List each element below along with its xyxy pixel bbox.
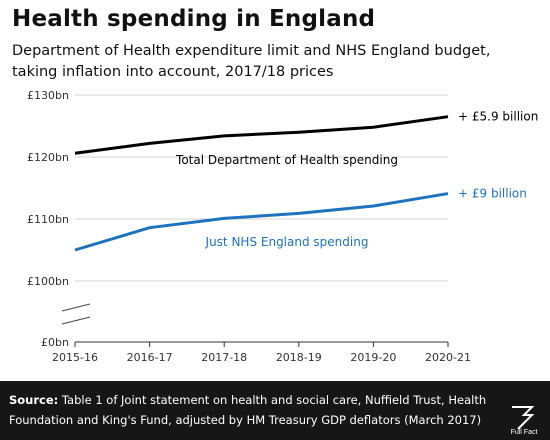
series-line bbox=[74, 115, 449, 155]
x-axis bbox=[61, 303, 448, 343]
x-tick-label: 2017-18 bbox=[201, 351, 247, 364]
axis-break-mark bbox=[61, 303, 91, 312]
x-tick-label: 2020-21 bbox=[425, 351, 471, 364]
footer-bar bbox=[0, 381, 550, 440]
x-tick-label: 2018-19 bbox=[276, 351, 322, 364]
subtitle-line-2: taking inflation into account, 2017/18 p… bbox=[12, 64, 334, 80]
x-axis-ticks: 2015-16 2016-17 2017-18 2018-19 2019-20 2020-… bbox=[52, 342, 471, 364]
full-fact-logo: Full Fact bbox=[504, 399, 544, 437]
y-tick-label: £0bn bbox=[41, 336, 69, 349]
series-name-label: Just NHS England spending bbox=[205, 235, 369, 249]
series-line bbox=[74, 192, 449, 252]
source-note: Source: Table 1 of Joint statement on he… bbox=[9, 390, 509, 430]
y-tick-label: £120bn bbox=[27, 151, 69, 164]
source-line-2: Foundation and King's Fund, adjusted by … bbox=[9, 413, 482, 427]
series-name-label: Total Department of Health spending bbox=[175, 153, 398, 167]
chart-subtitle: Department of Health expenditure limit a… bbox=[12, 41, 532, 83]
x-tick-label: 2016-17 bbox=[127, 351, 173, 364]
gridlines bbox=[75, 94, 448, 343]
source-line-1: Table 1 of Joint statement on health and… bbox=[61, 393, 487, 407]
y-axis-ticks: £130bn £120bn £110bn £100bn £0bn bbox=[27, 89, 69, 349]
line-chart: £130bn £120bn £110bn £100bn £0bn 2015-16 2016… bbox=[27, 89, 538, 364]
y-tick-label: £100bn bbox=[27, 275, 69, 288]
chart-title: Health spending in England bbox=[12, 6, 376, 32]
axis-break-mark bbox=[61, 316, 91, 325]
y-tick-label: £110bn bbox=[27, 213, 69, 226]
series-labels: + £5.9 billion Total Department of Health… bbox=[175, 110, 538, 249]
series-end-label: + £9 billion bbox=[458, 187, 527, 201]
series-end-label: + £5.9 billion bbox=[458, 110, 538, 124]
x-tick-label: 2019-20 bbox=[350, 351, 396, 364]
subtitle-line-1: Department of Health expenditure limit a… bbox=[12, 43, 491, 59]
y-tick-label: £130bn bbox=[27, 89, 69, 102]
source-label: Source: bbox=[9, 393, 59, 407]
series-lines bbox=[74, 115, 449, 252]
brand-name: Full Fact bbox=[511, 429, 538, 436]
x-tick-label: 2015-16 bbox=[52, 351, 98, 364]
